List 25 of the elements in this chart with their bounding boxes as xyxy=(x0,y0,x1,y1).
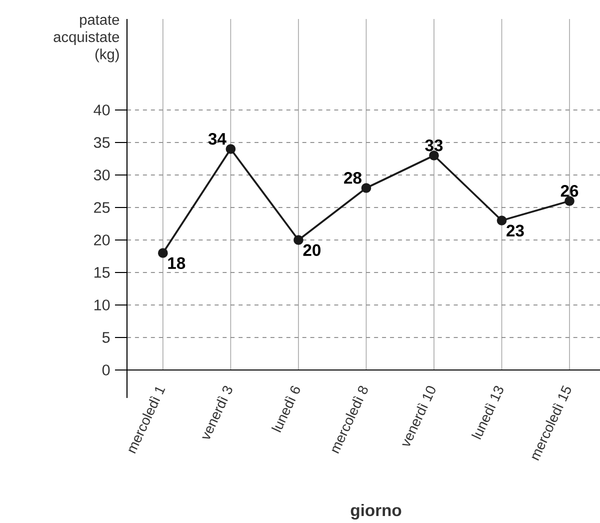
point xyxy=(496,216,507,226)
point xyxy=(226,144,236,154)
point xyxy=(564,196,574,206)
data-label: 18 xyxy=(168,257,186,270)
x-axis-title: giorno xyxy=(350,504,402,520)
data-label: 33 xyxy=(425,139,443,152)
y-tick-label: 20 xyxy=(94,234,110,246)
y-tick-label: 40 xyxy=(94,104,110,116)
y-tick-label: 10 xyxy=(94,300,110,310)
y-tick-label: 5 xyxy=(102,332,110,343)
y-tick-label: 30 xyxy=(94,170,110,180)
data-label: 28 xyxy=(344,172,362,184)
y-tick-label: 0 xyxy=(102,364,110,376)
y-axis-title: patate acquistate (kg) xyxy=(54,15,120,62)
data-label: 34 xyxy=(208,132,226,145)
point xyxy=(158,248,168,258)
data-label: 23 xyxy=(506,224,524,237)
y-tick-label: 15 xyxy=(94,267,110,278)
y-tick-label: 25 xyxy=(94,202,110,213)
data-label: 26 xyxy=(560,185,578,197)
point xyxy=(361,183,372,193)
data-label: 20 xyxy=(303,244,320,256)
point xyxy=(294,235,304,245)
y-tick-label: 35 xyxy=(94,137,110,148)
point xyxy=(429,150,439,160)
